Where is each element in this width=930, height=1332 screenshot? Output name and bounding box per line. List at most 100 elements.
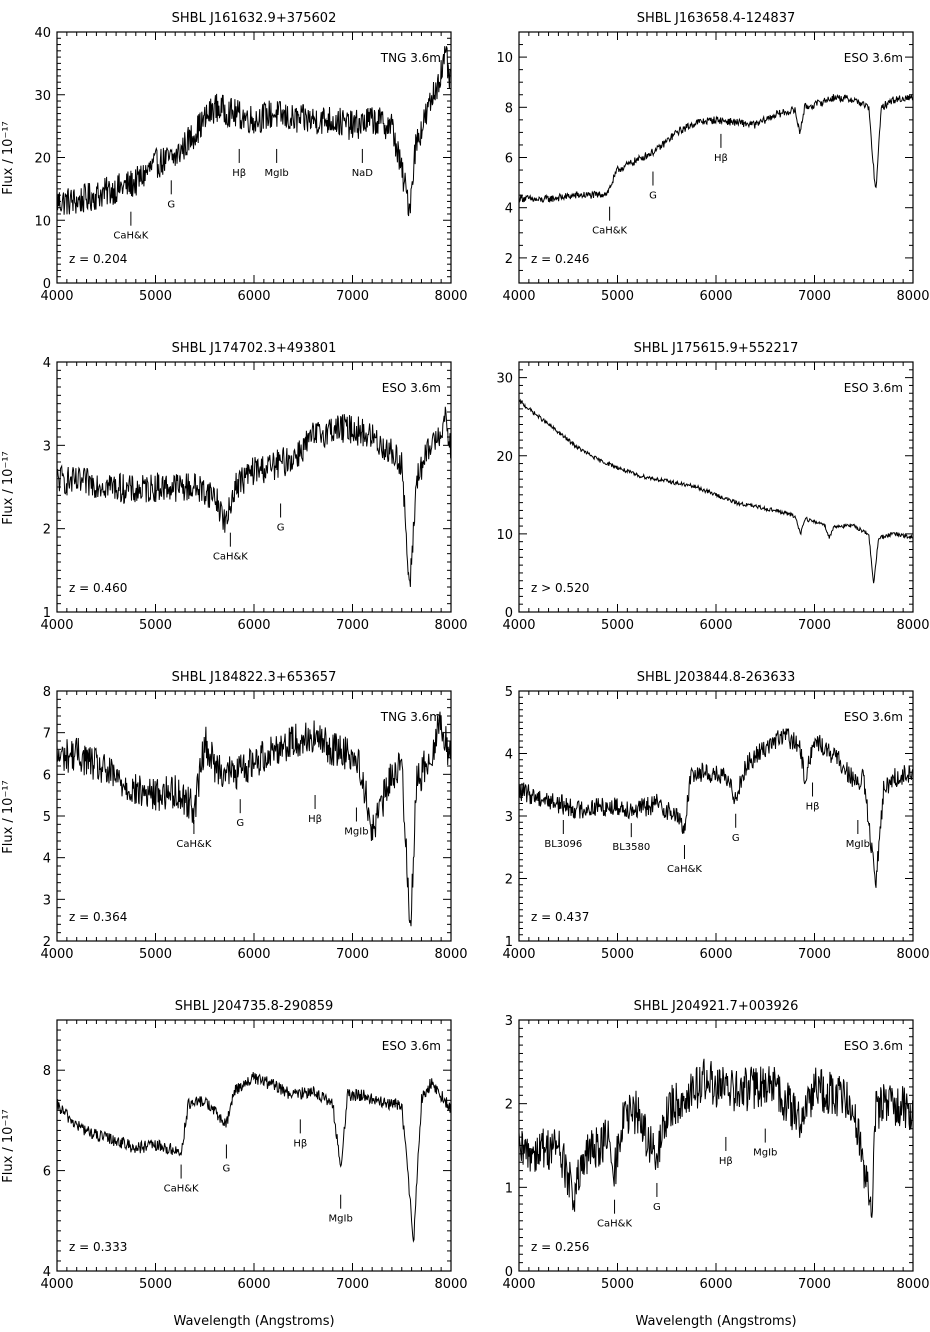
x-tick-label: 6000 <box>699 947 732 962</box>
x-tick-label: 5000 <box>139 618 172 633</box>
x-tick-label: 4000 <box>40 947 73 962</box>
y-tick-label: 10 <box>496 51 513 66</box>
line-id-label: Hβ <box>308 814 322 825</box>
spectrum-panel: SHBL J174702.3+493801 4000 5000 6000 7000 800… <box>40 341 467 633</box>
plot-frame <box>518 1019 914 1272</box>
spectrum-line <box>518 727 914 888</box>
line-id-label: Hβ <box>232 168 246 179</box>
line-id-label: CaH&K <box>176 839 211 850</box>
y-axis-label-row-1: Flux / 10⁻¹⁷ <box>1 121 16 195</box>
y-tick-label: 2 <box>43 523 51 538</box>
instrument-label: ESO 3.6m <box>844 381 903 395</box>
x-tick-label: 5000 <box>139 1277 172 1292</box>
spectrum-panel: SHBL J175615.9+552217 4000 5000 6000 7000 800… <box>496 341 929 633</box>
line-id-label: G <box>236 818 244 829</box>
y-tick-label: 8 <box>43 685 51 700</box>
redshift-label: z = 0.256 <box>531 1240 589 1254</box>
y-tick-label: 6 <box>505 152 513 167</box>
redshift-label: z = 0.364 <box>69 910 127 924</box>
y-tick-label: 2 <box>505 1098 513 1113</box>
x-tick-label: 5000 <box>601 947 634 962</box>
panel-title: SHBL J163658.4-124837 <box>637 11 796 26</box>
x-tick-label: 4000 <box>40 289 73 304</box>
x-tick-label: 8000 <box>434 1277 467 1292</box>
spectrum-panel: SHBL J204735.8-290859 4000 5000 6000 7000 800… <box>40 999 467 1292</box>
panel-title: SHBL J174702.3+493801 <box>172 341 337 356</box>
spectrum-panel: SHBL J203844.8-263633 4000 5000 6000 7000 800… <box>502 670 929 962</box>
panel-title: SHBL J203844.8-263633 <box>637 670 796 685</box>
y-tick-label: 1 <box>505 1181 513 1196</box>
y-tick-label: 4 <box>505 202 513 217</box>
plot-frame <box>518 690 914 942</box>
y-axis-label-row-3: Flux / 10⁻¹⁷ <box>1 780 16 854</box>
line-id-label: MgIb <box>329 1214 353 1225</box>
spectrum-line <box>518 398 913 584</box>
spectrum-panel: SHBL J161632.9+375602 4000 5000 6000 7000 800… <box>34 11 467 304</box>
spectrum-line <box>56 406 452 587</box>
x-tick-label: 4000 <box>40 1277 73 1292</box>
y-tick-label: 4 <box>505 748 513 763</box>
x-tick-label: 5000 <box>139 947 172 962</box>
x-tick-label: 7000 <box>798 947 831 962</box>
y-tick-label: 1 <box>43 606 51 621</box>
line-id-label: MgIb <box>846 839 870 850</box>
spectrum-line <box>56 1071 452 1243</box>
y-tick-label: 40 <box>34 26 51 41</box>
x-tick-label: 4000 <box>502 1277 535 1292</box>
x-tick-label: 7000 <box>336 289 369 304</box>
line-id-label: G <box>167 199 175 210</box>
x-tick-label: 4000 <box>502 618 535 633</box>
panel-title: SHBL J175615.9+552217 <box>634 341 799 356</box>
y-tick-label: 4 <box>43 852 51 867</box>
y-tick-label: 8 <box>43 1064 51 1079</box>
line-id-label: NaD <box>352 168 374 179</box>
y-tick-label: 0 <box>505 606 513 621</box>
x-tick-label: 6000 <box>699 1277 732 1292</box>
x-tick-label: 7000 <box>798 1277 831 1292</box>
redshift-label: z = 0.460 <box>69 581 127 595</box>
panel-title: SHBL J184822.3+653657 <box>172 670 337 685</box>
y-tick-label: 4 <box>43 356 51 371</box>
line-id-label: MgIb <box>344 827 368 838</box>
y-tick-label: 30 <box>34 89 51 104</box>
x-tick-label: 7000 <box>798 289 831 304</box>
line-id-label: CaH&K <box>213 552 248 563</box>
y-tick-label: 1 <box>505 935 513 950</box>
spectrum-panel: SHBL J184822.3+653657 4000 5000 6000 7000 800… <box>40 670 467 962</box>
y-tick-label: 2 <box>505 873 513 888</box>
x-tick-label: 7000 <box>336 947 369 962</box>
y-tick-label: 0 <box>43 277 51 292</box>
x-tick-label: 4000 <box>502 289 535 304</box>
x-tick-label: 5000 <box>601 618 634 633</box>
panel-title: SHBL J161632.9+375602 <box>172 11 337 26</box>
redshift-label: z = 0.333 <box>69 1240 127 1254</box>
panel-title: SHBL J204921.7+003926 <box>634 999 799 1014</box>
y-tick-label: 20 <box>496 450 513 465</box>
line-id-label: Hβ <box>806 802 820 813</box>
x-tick-label: 7000 <box>336 618 369 633</box>
line-id-label: MgIb <box>265 168 289 179</box>
line-id-label: G <box>732 833 740 844</box>
y-tick-label: 5 <box>43 810 51 825</box>
instrument-label: TNG 3.6m <box>380 51 441 65</box>
x-tick-label: 6000 <box>237 1277 270 1292</box>
line-id-label: G <box>653 1202 661 1213</box>
line-id-label: CaH&K <box>597 1219 632 1230</box>
y-tick-label: 10 <box>496 528 513 543</box>
x-tick-label: 5000 <box>601 289 634 304</box>
y-tick-label: 3 <box>505 810 513 825</box>
redshift-label: z = 0.246 <box>531 252 589 266</box>
y-tick-label: 20 <box>34 152 51 167</box>
line-id-label: MgIb <box>753 1148 777 1159</box>
instrument-label: ESO 3.6m <box>844 710 903 724</box>
panel-title: SHBL J204735.8-290859 <box>175 999 334 1014</box>
instrument-label: ESO 3.6m <box>382 1039 441 1053</box>
x-tick-label: 4000 <box>40 618 73 633</box>
x-tick-label: 6000 <box>237 947 270 962</box>
redshift-label: z > 0.520 <box>531 581 589 595</box>
line-id-label: Hβ <box>719 1156 733 1167</box>
x-tick-label: 4000 <box>502 947 535 962</box>
line-id-label: Hβ <box>714 153 728 164</box>
y-axis-label-row-2: Flux / 10⁻¹⁷ <box>1 451 16 525</box>
spectrum-line <box>56 46 452 217</box>
